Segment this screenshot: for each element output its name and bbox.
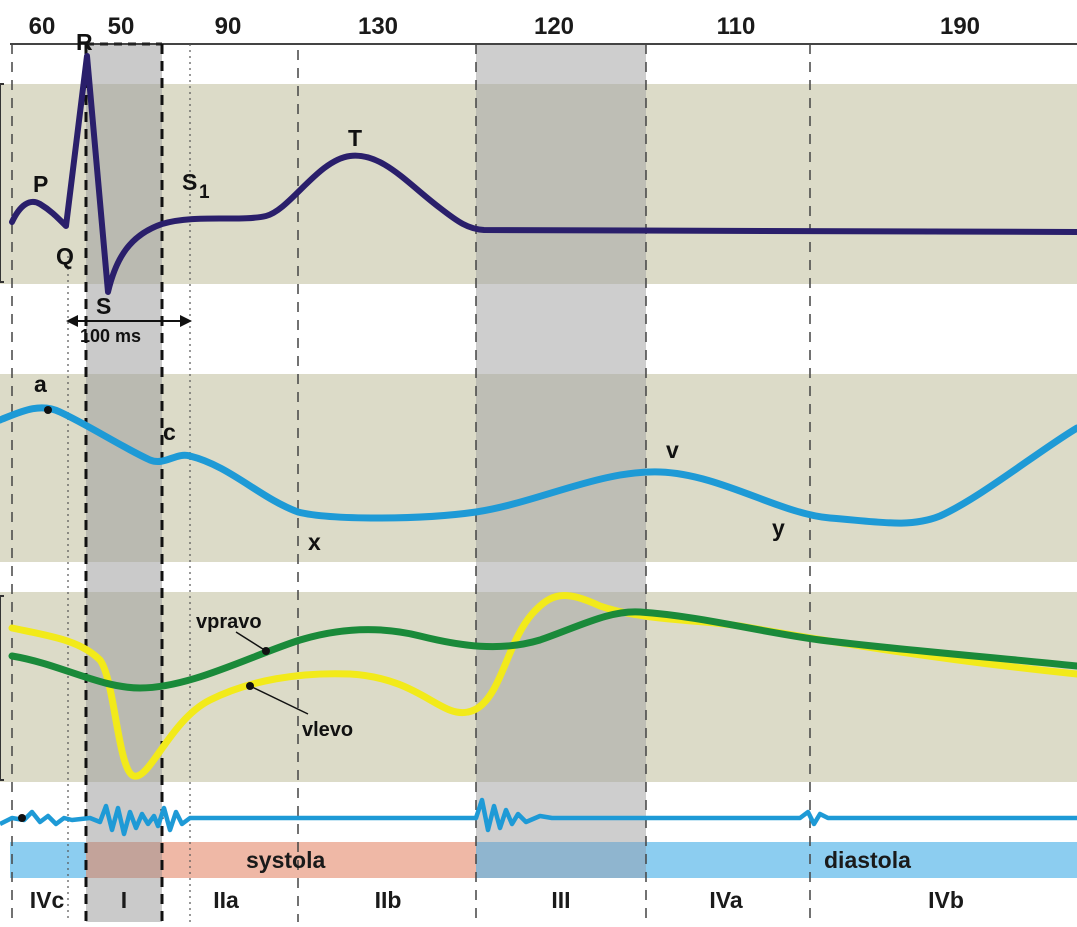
- ecg-label-r: R: [76, 29, 93, 55]
- duration-label: 190: [940, 13, 980, 40]
- venous-trace: [0, 404, 1077, 527]
- phase-label-ivb: IVb: [928, 887, 964, 913]
- ecg-label-t: T: [348, 125, 362, 151]
- diastole-label: diastola: [824, 847, 911, 873]
- interval-arrow-right: [180, 315, 192, 327]
- phase-label-iva: IVa: [709, 887, 742, 913]
- interval-arrow-left: [66, 315, 78, 327]
- volume-bracket: [0, 595, 4, 781]
- ecg-label-s1-sub: 1: [199, 182, 210, 203]
- ecg-label-s: S: [96, 293, 111, 319]
- venous-label-y: y: [772, 515, 785, 541]
- venous-marker-a: [44, 406, 52, 414]
- vpravo-pointer: [235, 631, 267, 652]
- volume-left-label: vlevo: [302, 719, 353, 741]
- phase-label-i: I: [121, 887, 127, 913]
- phase-label-iia: IIa: [213, 887, 239, 913]
- phase-iii-shade: [476, 44, 646, 844]
- vlevo-pointer: [249, 685, 309, 715]
- phase-label-ivc: IVc: [30, 887, 65, 913]
- phase-labels: IVc I IIa IIb III IVa IVb: [30, 887, 964, 913]
- phono-marker: [18, 814, 26, 822]
- cycle-bar-phase-iii: [476, 842, 646, 878]
- systole-label: systola: [246, 847, 325, 873]
- volume-right-label: vpravo: [196, 611, 262, 633]
- duration-labels: 60 50 90 130 120 110 190: [29, 13, 980, 40]
- interval-label: 100 ms: [80, 326, 141, 346]
- duration-label: 120: [534, 13, 574, 40]
- phase-label-iib: IIb: [375, 887, 402, 913]
- ecg-bracket: [0, 83, 4, 283]
- ecg-label-q: Q: [56, 243, 74, 269]
- duration-label: 50: [108, 13, 135, 40]
- ecg-trace: [9, 53, 1077, 295]
- cycle-bar-diastole-left: [10, 842, 86, 878]
- duration-label: 130: [358, 13, 398, 40]
- duration-label: 60: [29, 13, 56, 40]
- cycle-bar-systole: [162, 842, 476, 878]
- venous-label-a: a: [34, 371, 47, 397]
- venous-label-v: v: [666, 437, 679, 463]
- duration-label: 110: [717, 13, 756, 40]
- cycle-bar-phase-i: [86, 842, 162, 878]
- duration-label: 90: [215, 13, 242, 40]
- volume-trace-right: [8, 608, 1077, 692]
- venous-label-c: c: [163, 419, 176, 445]
- interval-100ms: 100 ms: [66, 315, 192, 346]
- phase-label-iii: III: [551, 887, 570, 913]
- phonocardiogram-trace: [0, 797, 1077, 837]
- venous-label-x: x: [308, 529, 321, 555]
- cycle-bar-diastole: [646, 842, 1077, 878]
- ecg-label-s1: S: [182, 169, 197, 195]
- ecg-label-p: P: [33, 171, 48, 197]
